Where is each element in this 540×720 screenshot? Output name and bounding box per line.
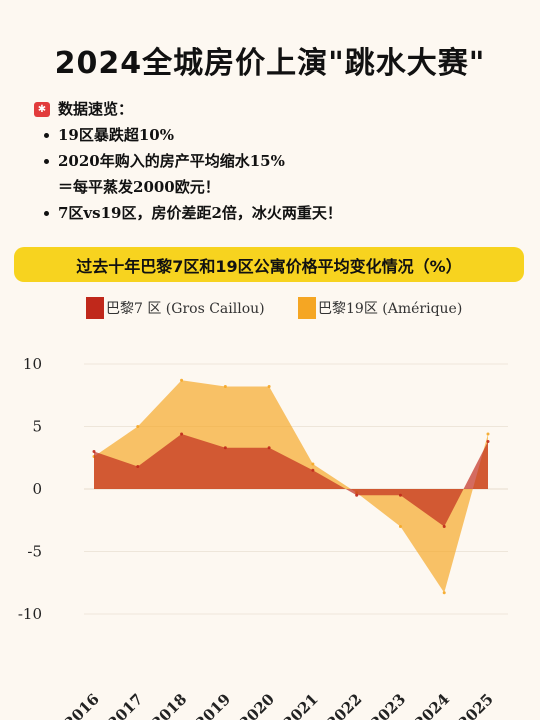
- legend-label-7e: 巴黎7 区 (Gros Caillou): [106, 301, 265, 317]
- legend-swatch-7e: [86, 297, 104, 319]
- data-overview: ✱ 数据速览： 19区暴跌超10% 2020年购入的房产平均缩水15% ＝每平蒸…: [34, 96, 514, 226]
- x-tick-label: 2025: [455, 690, 497, 720]
- overview-item: 19区暴跌超10%: [34, 122, 514, 148]
- y-tick-label: 5: [32, 418, 42, 436]
- y-tick-label: 0: [32, 480, 42, 498]
- legend-label-19e: 巴黎19区 (Amérique): [318, 301, 462, 317]
- data-point: [398, 493, 402, 497]
- data-point: [311, 462, 315, 466]
- data-point: [311, 468, 315, 472]
- y-tick-label: 10: [23, 355, 42, 373]
- legend-swatch-19e: [298, 297, 316, 319]
- data-point: [136, 425, 140, 428]
- overview-item: 2020年购入的房产平均缩水15%: [34, 148, 514, 174]
- data-point: [136, 465, 140, 468]
- x-tick-label: 2017: [104, 690, 146, 720]
- overview-heading: ✱ 数据速览：: [34, 96, 514, 122]
- data-point: [180, 432, 184, 436]
- data-point: [398, 525, 402, 528]
- data-point: [355, 493, 359, 497]
- x-tick-label: 2021: [279, 690, 321, 720]
- y-tick-label: -10: [18, 605, 42, 623]
- data-point: [267, 446, 271, 450]
- overview-item: 7区vs19区，房价差距2倍，冰火两重天！: [34, 200, 514, 226]
- data-point: [223, 385, 227, 388]
- data-point: [223, 446, 227, 450]
- series-area-7e: [94, 434, 488, 527]
- data-point: [267, 385, 271, 388]
- x-tick-label: 2022: [323, 690, 365, 720]
- overview-item-continuation: ＝每平蒸发2000欧元！: [58, 178, 220, 196]
- x-tick-label: 2018: [148, 690, 190, 720]
- data-point: [442, 591, 446, 595]
- data-point: [486, 432, 490, 436]
- data-point: [180, 378, 184, 382]
- data-point: [92, 450, 96, 453]
- x-tick-label: 2019: [192, 690, 234, 720]
- page-title: 2024全城房价上演"跳水大赛": [54, 46, 486, 81]
- siren-icon: ✱: [34, 101, 50, 117]
- y-tick-label: -5: [27, 543, 42, 561]
- x-tick-label: 2020: [236, 690, 278, 720]
- data-point: [442, 525, 446, 528]
- x-tick-label: 2023: [367, 690, 409, 720]
- x-tick-label: 2016: [61, 690, 103, 720]
- x-tick-label: 2024: [411, 690, 453, 720]
- overview-heading-label: 数据速览：: [58, 100, 134, 118]
- overview-list: 19区暴跌超10% 2020年购入的房产平均缩水15% ＝每平蒸发2000欧元！…: [34, 122, 514, 226]
- data-point: [486, 440, 490, 443]
- chart-title-banner: 过去十年巴黎7区和19区公寓价格平均变化情况（%）: [14, 247, 524, 282]
